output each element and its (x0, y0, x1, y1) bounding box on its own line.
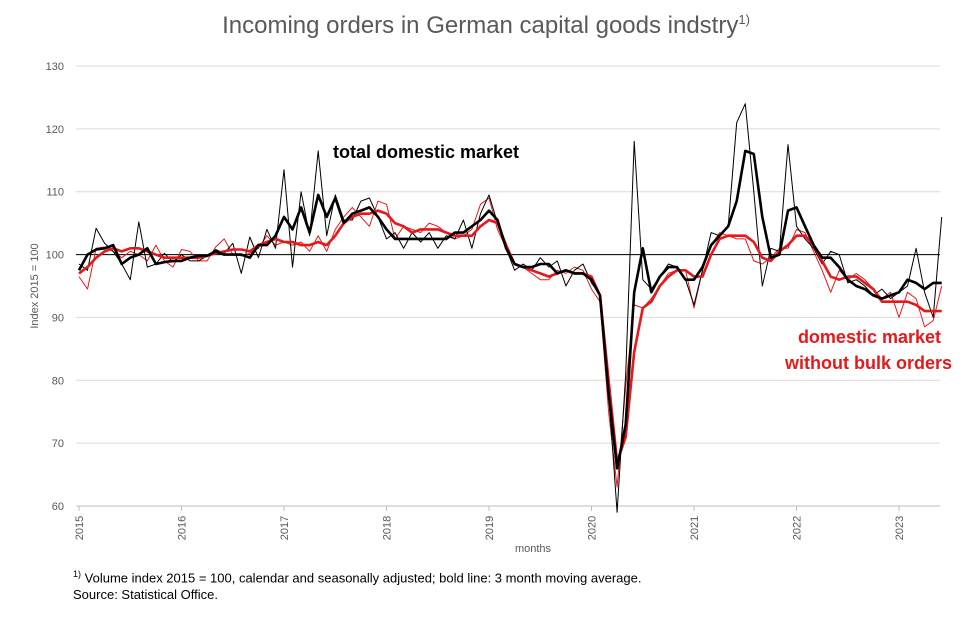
x-tick-label: 2018 (382, 516, 394, 540)
chart-title-text: Incoming orders in German capital goods … (222, 12, 738, 39)
series-lines (77, 103, 943, 513)
y-tick-label: 110 (46, 187, 64, 199)
footnote-marker: 1) (73, 569, 82, 579)
x-tick-label: 2022 (792, 516, 804, 540)
annotation-total-domestic-market: total domestic market (333, 142, 519, 162)
x-axis-label: months (515, 543, 552, 555)
chart-title: Incoming orders in German capital goods … (222, 12, 750, 39)
series-line-1 (77, 149, 942, 470)
footnote-source: Source: Statistical Office. (73, 587, 218, 602)
x-tick-label: 2020 (587, 516, 599, 540)
footnote-text: Volume index 2015 = 100, calendar and se… (84, 570, 642, 586)
y-tick-label: 70 (52, 438, 64, 450)
annotation-domestic-market: domestic market (798, 327, 941, 347)
series-line-0 (78, 103, 943, 513)
chart-title-superscript: 1) (738, 12, 750, 27)
x-tick-label: 2017 (279, 516, 291, 540)
y-tick-label: 120 (46, 124, 64, 136)
y-axis-ticks: 60 70 80 90 100 110 120 130 (46, 61, 64, 513)
x-tick-label: 2021 (689, 516, 701, 540)
x-tick-label: 2023 (894, 516, 906, 540)
x-axis-ticks: 2015 2016 2017 2018 2019 2020 2021 2022 2023 (74, 506, 906, 540)
y-tick-label: 130 (46, 61, 64, 73)
y-tick-label: 60 (52, 501, 64, 513)
x-tick-label: 2016 (177, 516, 189, 540)
footnote-source-text: Source: Statistical Office. (73, 587, 218, 602)
y-tick-label: 100 (46, 250, 64, 262)
x-tick-label: 2019 (484, 516, 496, 540)
y-axis-label: Index 2015 = 100 (29, 243, 41, 328)
y-tick-label: 80 (52, 375, 64, 387)
y-tick-label: 90 (52, 312, 64, 324)
annotation-without-bulk-orders: without bulk orders (784, 353, 952, 373)
footnote-line-1: 1) Volume index 2015 = 100, calendar and… (73, 569, 642, 585)
x-tick-label: 2015 (74, 516, 86, 540)
